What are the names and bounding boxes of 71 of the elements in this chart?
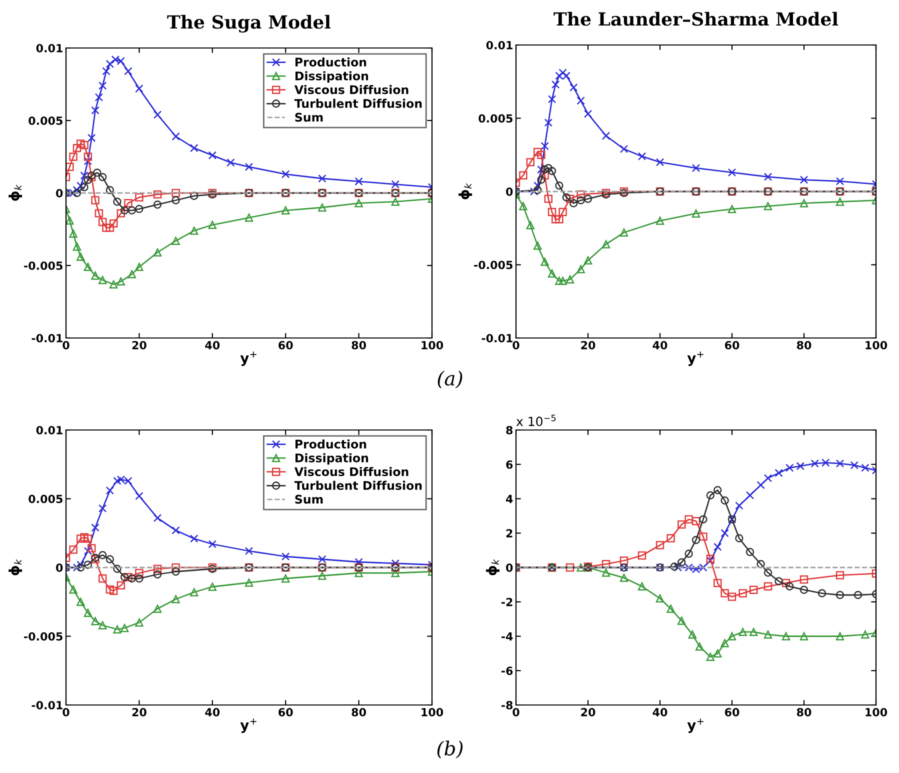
legend-label: Viscous Diffusion	[294, 467, 408, 476]
x-tick-label: 40	[205, 340, 220, 350]
x-tick-label: 0	[62, 708, 70, 716]
y-axis-title: ϕ$_{k}$	[458, 182, 472, 200]
y-tick-label: 8	[506, 426, 513, 434]
y-tick-label: 0.005	[478, 114, 512, 123]
y-tick-label: 0	[506, 563, 513, 572]
legend-label: Dissipation	[295, 453, 368, 465]
legend-label: Production	[295, 439, 366, 449]
x-tick-label: 60	[278, 708, 293, 716]
x-tick-label: 20	[581, 708, 596, 716]
y-tick-label: -0.01	[32, 334, 62, 342]
legend-label: Sum	[295, 494, 323, 504]
x-tick-label: 40	[652, 340, 668, 350]
y-axis-title: ϕ$_{k}$	[8, 184, 22, 201]
y-axis-title: ϕ$_{k}$	[486, 558, 500, 576]
chart-title: The Launder–Sharma Model	[554, 12, 838, 26]
y-tick-label: 0	[506, 187, 513, 196]
legend-label: Dissipation	[295, 71, 368, 83]
y-tick-label: -0.01	[32, 700, 62, 710]
legend-label: Sum	[295, 112, 323, 122]
x-axis-title: y$^{+}$	[687, 352, 704, 366]
y-axis-title: ϕ$_{k}$	[8, 558, 22, 576]
x-tick-label: 0	[62, 340, 70, 350]
y-tick-label: 0	[56, 563, 63, 572]
y-tick-label: -0.005	[24, 632, 62, 641]
x-tick-label: 80	[352, 340, 366, 350]
chart-title: The Suga Model	[167, 14, 331, 33]
legend-label: Production	[295, 57, 366, 67]
x-tick-label: 40	[205, 708, 220, 716]
x-tick-label: 60	[724, 708, 740, 716]
y-tick-label: -0.005	[474, 260, 512, 270]
y-tick-label: -0.005	[24, 261, 62, 270]
legend-label: Turbulent Diffusion	[294, 480, 422, 490]
y-tick-label: 0.01	[36, 44, 62, 52]
x-tick-label: 100	[866, 708, 888, 716]
y-tick-label: 6	[506, 460, 513, 469]
text: x 10$^{−5}$	[516, 414, 556, 426]
legend-label: Viscous Diffusion	[294, 85, 408, 94]
y-tick-label: -4	[501, 632, 513, 640]
x-tick-label: 20	[132, 708, 146, 716]
y-tick-label: -2	[501, 598, 512, 606]
x-tick-label: 100	[866, 340, 888, 350]
y-tick-label: -8	[501, 700, 513, 710]
x-tick-label: 60	[724, 340, 740, 350]
x-axis-title: y$^{+}$	[240, 718, 256, 733]
x-tick-label: 80	[796, 708, 812, 716]
y-tick-label: 0.005	[28, 116, 62, 125]
x-tick-label: 40	[652, 708, 668, 716]
x-tick-label: 0	[512, 340, 520, 350]
x-tick-label: 80	[352, 708, 366, 716]
y-tick-label: 0.01	[486, 40, 512, 50]
x-axis-title: y$^{+}$	[687, 718, 704, 733]
y-tick-label: 0.01	[36, 426, 62, 434]
x-tick-label: 80	[796, 340, 812, 350]
x-axis-title: y$^{+}$	[240, 352, 256, 366]
y-tick-label: 0.005	[28, 494, 62, 504]
x-tick-label: 0	[512, 708, 520, 716]
text: (a)	[438, 370, 462, 388]
y-tick-label: -0.01	[482, 334, 512, 342]
legend-label: Turbulent Diffusion	[294, 98, 422, 108]
x-tick-label: 100	[422, 340, 444, 350]
y-tick-label: 0	[56, 188, 63, 198]
x-tick-label: 20	[581, 340, 596, 350]
x-tick-label: 60	[278, 340, 293, 350]
x-tick-label: 100	[422, 708, 444, 716]
x-tick-label: 20	[132, 340, 146, 350]
y-tick-label: 2	[506, 529, 512, 538]
y-tick-label: -6	[501, 666, 513, 676]
text: (b)	[437, 740, 463, 758]
y-tick-label: 4	[506, 494, 513, 503]
